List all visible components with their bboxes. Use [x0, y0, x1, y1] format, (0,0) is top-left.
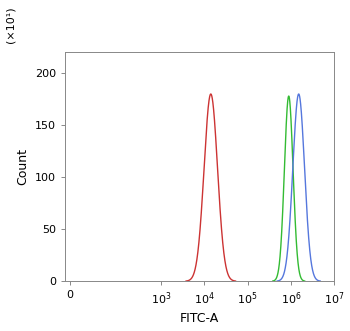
- X-axis label: FITC-A: FITC-A: [180, 312, 219, 325]
- Text: (×10¹): (×10¹): [6, 7, 16, 43]
- Y-axis label: Count: Count: [16, 148, 29, 185]
